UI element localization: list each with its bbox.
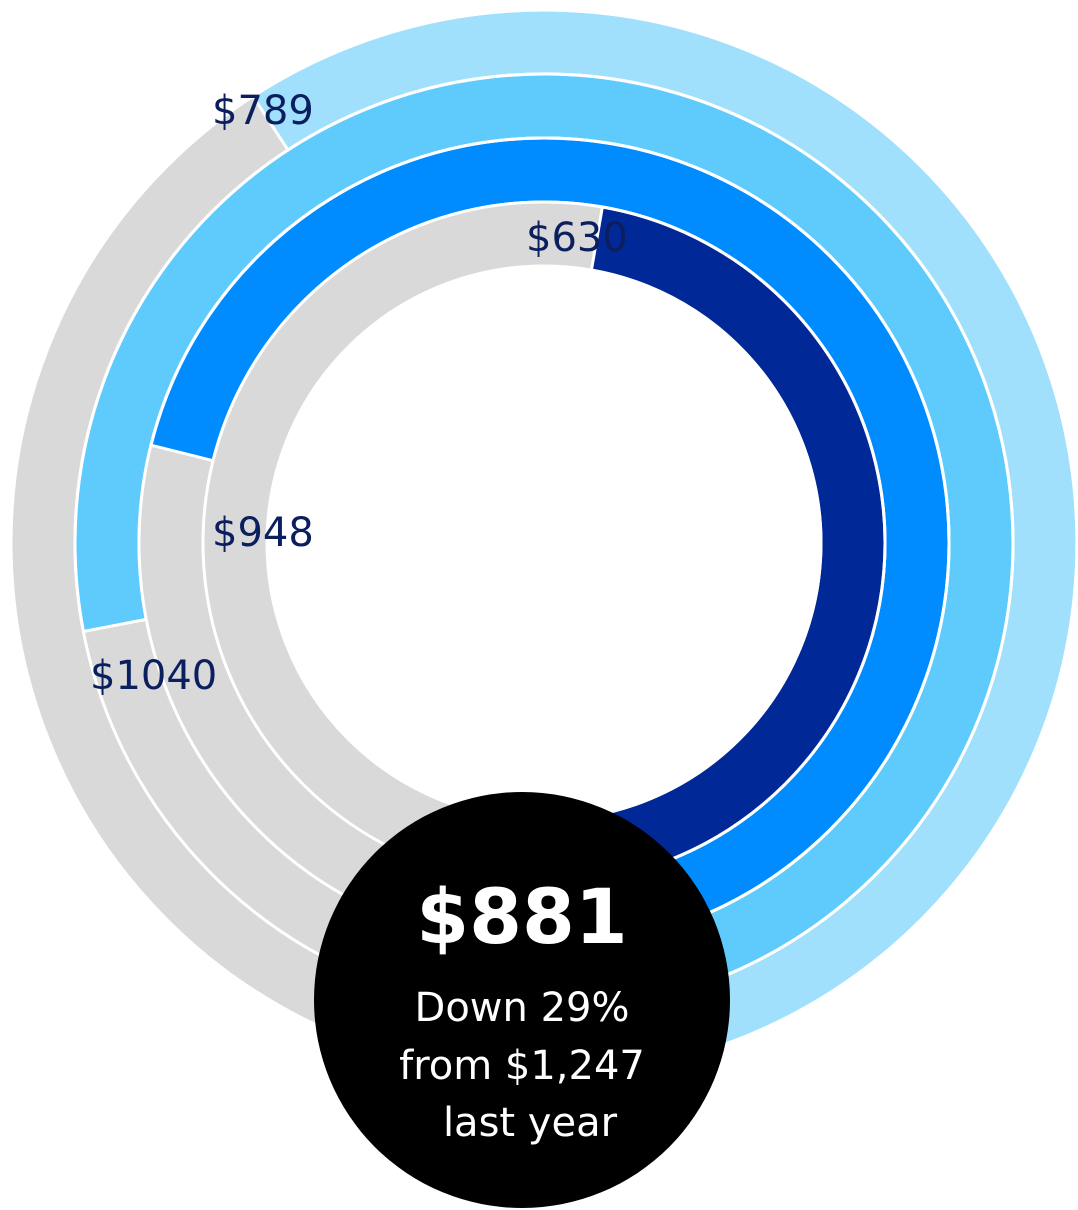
value-label: $789 [212,88,314,134]
summary-value: $881 [416,872,628,961]
value-label: $948 [212,510,314,556]
value-label: $630 [526,215,628,261]
summary-text: Down 29% [415,985,630,1031]
summary-text: last year [443,1100,618,1146]
ring-separator [265,264,823,822]
value-label: $1040 [90,653,217,699]
summary-text: from $1,247 [399,1043,645,1089]
summary-badge [314,792,730,1208]
